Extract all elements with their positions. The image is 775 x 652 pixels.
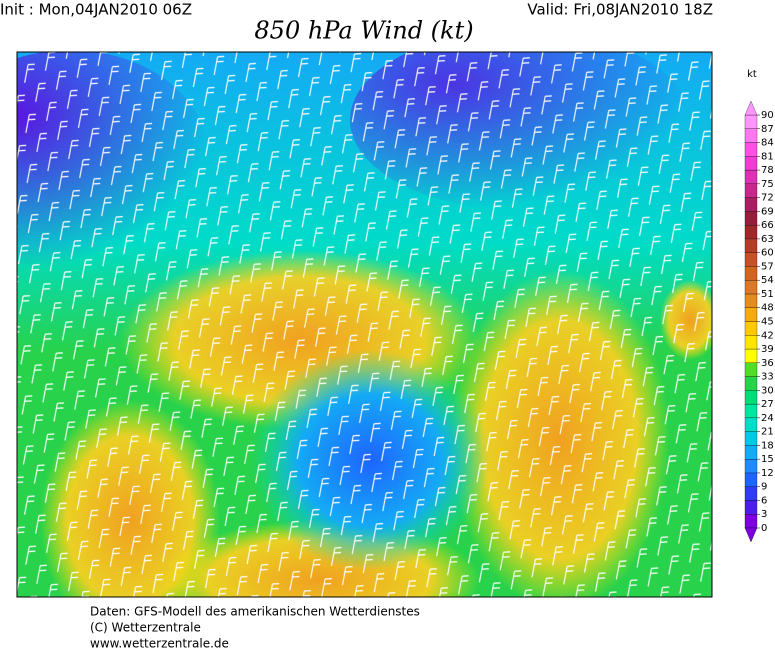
legend-tick-label: 27 — [761, 399, 774, 410]
legend-tick-label: 36 — [761, 358, 774, 369]
legend-unit: kt — [747, 69, 757, 80]
legend-tick-label: 84 — [761, 138, 774, 149]
legend-tick-label: 72 — [761, 193, 774, 204]
map-frame — [16, 51, 713, 598]
legend-tick-label: 0 — [761, 523, 767, 534]
legend-swatch — [744, 252, 758, 267]
legend-tick-label: 90 — [761, 110, 774, 121]
legend-tick-label: 48 — [761, 303, 774, 314]
legend-swatch — [744, 348, 758, 363]
footer-line: Daten: GFS-Modell des amerikanischen Wet… — [90, 605, 420, 619]
legend-swatch — [744, 486, 758, 501]
legend-tick-label: 18 — [761, 440, 774, 451]
legend-tick-label: 57 — [761, 261, 774, 272]
legend-swatch — [744, 293, 758, 308]
legend-swatch — [744, 500, 758, 515]
legend-swatch — [744, 266, 758, 281]
legend-tick-label: 15 — [761, 454, 774, 465]
legend-tick-label: 33 — [761, 372, 774, 383]
legend-tick-label: 21 — [761, 427, 774, 438]
legend-tick-label: 45 — [761, 317, 774, 328]
legend-swatch — [744, 169, 758, 184]
legend-tick-label: 60 — [761, 248, 774, 259]
legend: 0369121518212427303336394245485154576063… — [744, 100, 774, 543]
legend-tick-label: 39 — [761, 344, 774, 355]
legend-swatch — [744, 472, 758, 487]
legend-swatch — [744, 431, 758, 446]
legend-swatch — [744, 390, 758, 405]
legend-swatch — [744, 403, 758, 419]
legend-swatch — [744, 211, 758, 226]
legend-swatch — [744, 238, 758, 253]
legend-tick-label: 9 — [761, 482, 767, 493]
legend-swatch — [744, 362, 758, 377]
legend-tick-label: 63 — [761, 234, 774, 245]
legend-swatch — [744, 280, 758, 295]
legend-arrow-low — [744, 527, 758, 543]
legend-swatch — [744, 156, 758, 171]
legend-tick-label: 30 — [761, 385, 774, 396]
legend-swatch — [744, 459, 758, 474]
legend-swatch — [744, 197, 758, 212]
legend-tick-label: 6 — [761, 495, 767, 506]
legend-swatch — [744, 183, 758, 198]
legend-arrow-high — [744, 100, 758, 116]
legend-tick-label: 42 — [761, 330, 774, 341]
legend-swatch — [744, 128, 758, 143]
legend-tick-label: 24 — [761, 413, 774, 424]
legend-tick-label: 54 — [761, 275, 774, 286]
legend-swatch — [744, 445, 758, 460]
legend-swatch — [744, 514, 758, 529]
init-time: Init : Mon,04JAN2010 06Z — [0, 1, 192, 19]
legend-tick-label: 51 — [761, 289, 774, 300]
legend-tick-label: 66 — [761, 220, 774, 231]
footer-line: (C) Wetterzentrale — [90, 621, 201, 635]
legend-swatch — [744, 321, 758, 336]
footer-line: www.wetterzentrale.de — [90, 637, 229, 649]
legend-swatch — [744, 307, 758, 322]
legend-swatch — [744, 417, 758, 432]
map — [17, 52, 712, 597]
legend-tick-label: 75 — [761, 179, 774, 190]
legend-tick-label: 81 — [761, 151, 774, 162]
legend-tick-label: 69 — [761, 206, 774, 217]
legend-tick-label: 3 — [761, 509, 767, 520]
legend-swatch — [744, 114, 758, 129]
legend-swatch — [744, 224, 758, 240]
valid-time: Valid: Fri,08JAN2010 18Z — [527, 1, 713, 19]
legend-tick-label: 78 — [761, 165, 774, 176]
legend-tick-label: 87 — [761, 124, 774, 135]
legend-swatch — [744, 142, 758, 157]
title: 850 hPa Wind (kt) — [254, 17, 473, 45]
legend-swatch — [744, 335, 758, 350]
legend-swatch — [744, 376, 758, 391]
legend-tick-label: 12 — [761, 468, 774, 479]
